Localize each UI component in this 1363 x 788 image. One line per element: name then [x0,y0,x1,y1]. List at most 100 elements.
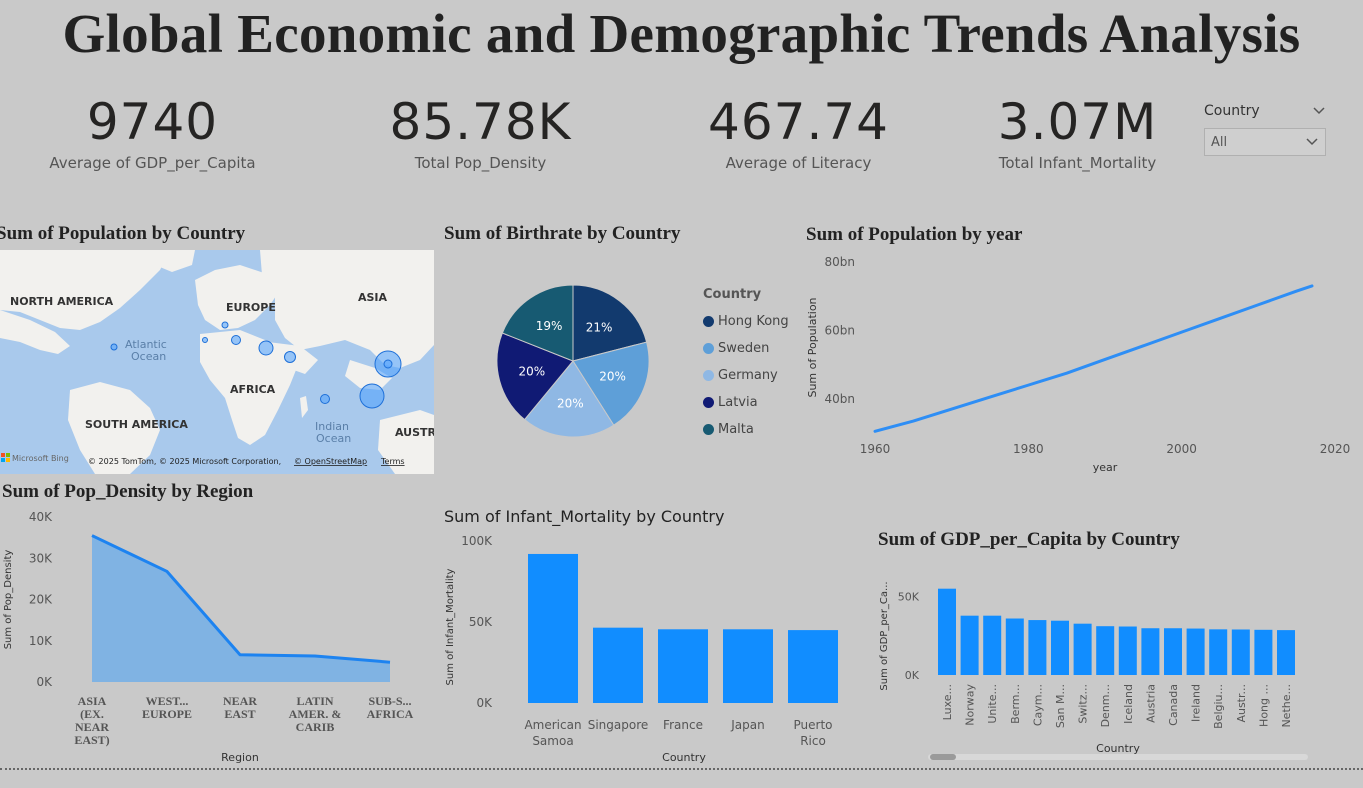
infant-bar[interactable] [788,630,838,703]
pie-slice[interactable] [496,332,574,421]
line-series[interactable] [873,284,1314,433]
infant-bar[interactable] [658,629,708,703]
gdp-x-tick: Austria [1144,684,1157,723]
chevron-down-icon[interactable] [1305,137,1319,147]
infant-bar[interactable] [528,553,578,703]
pie-slice-label: 20% [557,396,584,410]
gdp-x-tick: Switz... [1077,684,1090,724]
area-line[interactable] [91,534,391,664]
gdp-bar[interactable] [1277,630,1295,675]
pie-slice[interactable] [501,284,574,362]
gdp-bar-chart[interactable]: 50K 0K Luxe... Norway Unite... Berm... Caym...… [872,555,1322,767]
area-x-tick: WEST... [146,694,189,708]
infant-x-tick: Singapore [588,718,649,732]
area-x-tick: AMER. & [289,707,342,721]
gdp-bar[interactable] [1005,618,1024,675]
gdp-bar[interactable] [1028,620,1047,675]
gdp-title: Sum of GDP_per_Capita by Country [878,529,1180,550]
map-bubble[interactable] [110,343,118,351]
pie-slice[interactable] [572,284,648,362]
area-x-tick: CARIB [296,720,335,734]
gdp-scrollbar-thumb[interactable] [930,754,956,760]
map-bubble[interactable] [202,337,208,343]
gdp-scrollbar-track[interactable] [928,754,1308,760]
line-x-tick: 2020 [1320,442,1351,456]
population-line-chart[interactable]: 80bn 60bn 40bn 1960 1980 2000 2020 year Sum of P… [800,250,1360,478]
pie-title: Sum of Birthrate by Country [444,223,681,244]
infant-x-tick: Samoa [532,734,573,748]
map-label-asia: ASIA [358,291,388,304]
gdp-x-tick: Ireland [1190,684,1203,722]
gdp-bar[interactable] [1164,628,1182,675]
map-copyright: © 2025 TomTom, © 2025 Microsoft Corporat… [88,457,281,466]
gdp-bar[interactable] [983,615,1002,675]
kpi-density-label: Total Pop_Density [414,154,547,172]
gdp-x-tick: Canada [1167,684,1180,726]
gdp-bar[interactable] [1051,620,1069,675]
birthrate-pie-chart[interactable]: 21% 20% 20% 20% 19% [490,278,656,444]
legend-dot-icon [703,370,714,381]
line-x-tick: 2000 [1166,442,1197,456]
map-bubble[interactable] [320,394,330,404]
pie-legend-label: Germany [718,368,778,383]
gdp-bar[interactable] [1231,629,1250,675]
gdp-bar[interactable] [1186,628,1205,675]
gdp-bar[interactable] [1209,629,1228,675]
map-bubble[interactable] [231,335,241,345]
map-bubble[interactable] [284,351,296,363]
infant-bar[interactable] [593,627,643,703]
infant-mortality-bar-chart[interactable]: 100K 50K 0K American Samoa Singapore France Jap… [438,530,858,766]
pie-legend: Country Hong Kong Sweden Germany Latvia Malt… [703,287,789,443]
gdp-bar[interactable] [1096,626,1115,675]
pop-density-area-chart[interactable]: 40K30K20K10K0KASIA(EX.NEAREAST)WEST...EU… [0,505,430,767]
pie-legend-item[interactable]: Sweden [703,335,789,362]
map-bubble[interactable] [221,321,229,329]
legend-dot-icon [703,316,714,327]
kpi-literacy-value: 467.74 [708,93,889,151]
area-y-tick: 20K [29,593,53,607]
gdp-x-tick: Hong ... [1257,684,1270,727]
pie-slice-label: 20% [599,370,626,384]
pie-slice-label: 21% [586,320,613,334]
area-x-tick: LATIN [296,694,333,708]
country-slicer[interactable]: Country All [1204,98,1326,156]
map-osm-link[interactable]: © OpenStreetMap [294,457,367,466]
line-title: Sum of Population by year [806,224,1023,245]
gdp-x-tick: Berm... [1009,684,1022,724]
map-bubble[interactable] [359,383,385,409]
map-label-europe: EUROPE [226,301,276,314]
pie-slice[interactable] [572,341,650,426]
map-terms-link[interactable]: Terms [380,457,405,466]
gdp-bar[interactable] [1073,623,1092,675]
pie-legend-label: Sweden [718,341,770,356]
population-map[interactable]: NORTH AMERICA EUROPE ASIA AFRICA SOUTH A… [0,250,434,474]
pie-slice-label: 19% [536,319,563,333]
pie-legend-item[interactable]: Malta [703,416,789,443]
line-y-tick: 40bn [825,392,856,406]
pie-legend-item[interactable]: Germany [703,362,789,389]
map-canvas[interactable]: NORTH AMERICA EUROPE ASIA AFRICA SOUTH A… [0,250,434,474]
pie-slice-label: 20% [518,365,545,379]
gdp-bar[interactable] [960,615,979,675]
map-bubble[interactable] [383,359,393,369]
infant-bar[interactable] [723,629,773,703]
area-x-tick: AFRICA [367,707,414,721]
page-bottom-border [0,768,1363,770]
pie-legend-item[interactable]: Hong Kong [703,308,789,335]
gdp-bar[interactable] [1141,628,1160,675]
slicer-dropdown[interactable]: All [1204,128,1326,156]
kpi-gdp-label: Average of GDP_per_Capita [49,154,256,172]
kpi-density-card: 85.78K Total Pop_Density [358,92,603,172]
area-x-tick: EAST) [74,733,109,747]
gdp-bar[interactable] [1254,629,1273,675]
infant-y-tick: 0K [476,696,493,710]
slicer-header[interactable]: Country [1204,98,1326,124]
pie-slice[interactable] [523,360,615,438]
map-bubble[interactable] [258,340,274,356]
gdp-bar[interactable] [938,588,956,675]
gdp-bar[interactable] [1118,626,1137,675]
pie-legend-item[interactable]: Latvia [703,389,789,416]
gdp-x-tick: Luxe... [941,684,954,720]
chevron-down-icon[interactable] [1312,106,1326,116]
gdp-x-axis-label: Country [1096,742,1140,755]
